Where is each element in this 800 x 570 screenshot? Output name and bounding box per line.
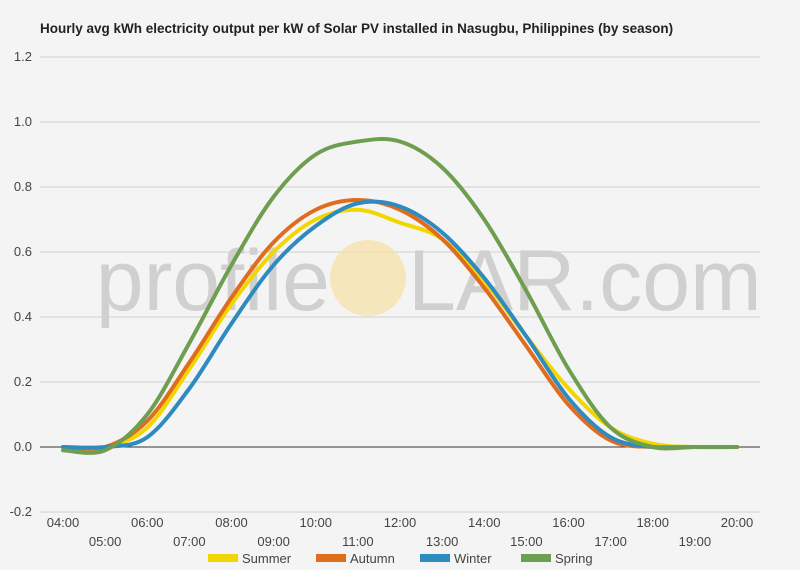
x-tick-label: 17:00 bbox=[594, 534, 627, 549]
series-line-winter bbox=[61, 199, 739, 450]
x-tick-label: 13:00 bbox=[426, 534, 459, 549]
x-tick-label: 05:00 bbox=[89, 534, 122, 549]
x-tick-label: 19:00 bbox=[679, 534, 712, 549]
x-tick-label: 20:00 bbox=[721, 515, 754, 530]
series-line-autumn bbox=[61, 198, 739, 451]
x-tick-label: 10:00 bbox=[299, 515, 332, 530]
y-tick-label: 0.0 bbox=[14, 439, 32, 454]
x-tick-label: 16:00 bbox=[552, 515, 585, 530]
y-tick-label: 0.8 bbox=[14, 179, 32, 194]
watermark-right: LAR.com bbox=[408, 233, 762, 329]
x-tick-label: 09:00 bbox=[257, 534, 290, 549]
watermark-sun bbox=[330, 240, 406, 316]
x-tick-label: 11:00 bbox=[342, 534, 374, 549]
x-tick-label: 12:00 bbox=[384, 515, 417, 530]
legend-swatch-summer bbox=[208, 554, 238, 562]
y-tick-label: 0.6 bbox=[14, 244, 32, 259]
x-tick-label: 15:00 bbox=[510, 534, 543, 549]
x-tick-label: 07:00 bbox=[173, 534, 206, 549]
legend-label-autumn: Autumn bbox=[350, 551, 395, 566]
watermark: profile LAR.com bbox=[96, 233, 762, 329]
x-tick-label: 08:00 bbox=[215, 515, 248, 530]
grid-lines bbox=[40, 56, 760, 513]
legend-label-summer: Summer bbox=[242, 551, 292, 566]
x-tick-label: 14:00 bbox=[468, 515, 501, 530]
x-tick-label: 06:00 bbox=[131, 515, 164, 530]
x-tick-label: 04:00 bbox=[47, 515, 80, 530]
y-tick-label: 1.0 bbox=[14, 114, 32, 129]
watermark-left: profile bbox=[96, 233, 330, 329]
x-axis-ticks: 04:00 05:00 06:00 07:00 08:00 09:00 10:00 11:00… bbox=[47, 515, 754, 549]
legend-swatch-winter bbox=[420, 554, 450, 562]
legend-label-winter: Winter bbox=[454, 551, 492, 566]
legend-swatch-autumn bbox=[316, 554, 346, 562]
y-tick-label: 1.2 bbox=[14, 49, 32, 64]
y-tick-label: -0.2 bbox=[10, 504, 32, 519]
legend: Summer Autumn Winter Spring bbox=[208, 551, 593, 566]
y-tick-label: 0.2 bbox=[14, 374, 32, 389]
chart-title: Hourly avg kWh electricity output per kW… bbox=[40, 21, 673, 36]
series-line-spring bbox=[61, 137, 739, 455]
x-tick-label: 18:00 bbox=[636, 515, 669, 530]
legend-label-spring: Spring bbox=[555, 551, 593, 566]
y-tick-label: 0.4 bbox=[14, 309, 32, 324]
series-lines bbox=[61, 137, 739, 455]
y-axis-ticks: -0.2 0.0 0.2 0.4 0.6 0.8 1.0 1.2 bbox=[10, 49, 32, 519]
legend-swatch-spring bbox=[521, 554, 551, 562]
